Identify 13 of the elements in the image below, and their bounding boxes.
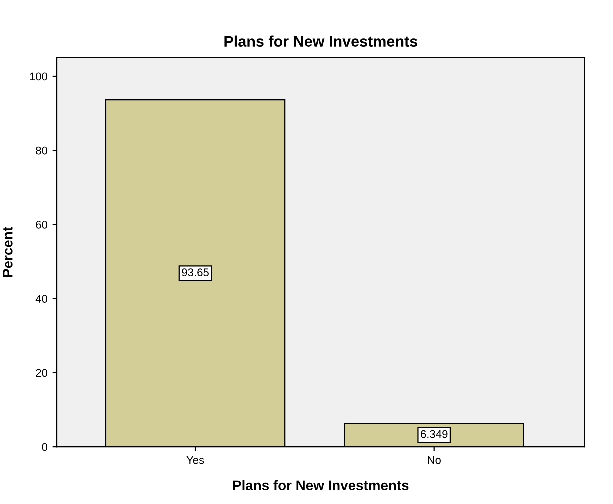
y-tick-label: 100 (30, 72, 48, 81)
y-tick-label: 40 (36, 295, 48, 303)
y-tick-label: 60 (36, 220, 48, 229)
y-tick-label: 20 (36, 369, 48, 378)
data-label: 6.349 (421, 430, 448, 438)
data-label: 93.65 (182, 268, 209, 277)
y-tick-label: 80 (36, 146, 48, 155)
x-axis-title: Plans for New Investments (233, 480, 409, 491)
x-tick-label: No (428, 456, 441, 464)
y-tick-label: 0 (42, 443, 48, 452)
chart-title: Plans for New Investments (224, 36, 418, 47)
x-tick-label: Yes (186, 456, 204, 464)
y-axis-title: Percent (3, 227, 13, 278)
